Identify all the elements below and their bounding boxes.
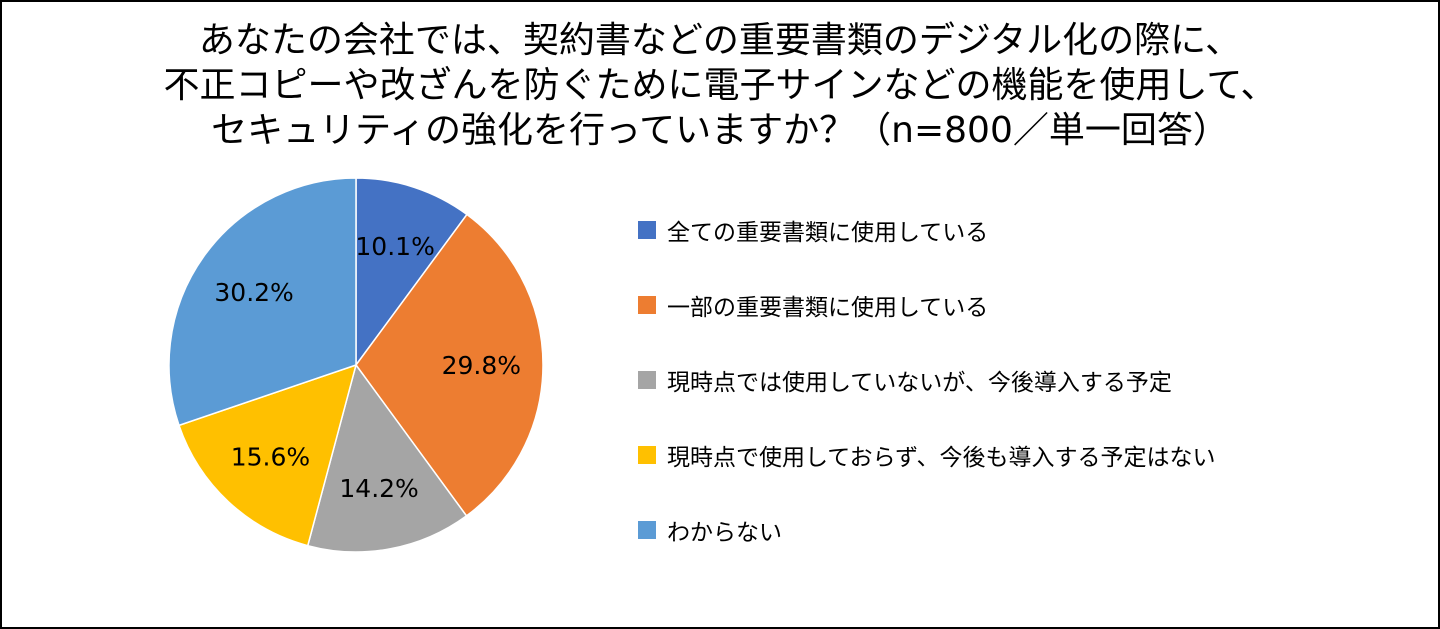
legend-label: わからない (667, 520, 782, 546)
legend-swatch (638, 371, 656, 389)
legend-swatch (638, 296, 656, 314)
title-line-3: セキュリティの強化を行っていますか？（n=800／単一回答） (211, 110, 1229, 151)
pie-slice-1 (355, 177, 469, 368)
legend-item-2: 一部の重要書類に使用している (638, 287, 1216, 323)
legend-label: 現時点で使用しておらず、今後も導入する予定はない (667, 445, 1216, 471)
data-label-2: 29.8% (442, 351, 521, 380)
legend: 全ての重要書類に使用している 一部の重要書類に使用している現時点では使用していない… (638, 212, 1216, 587)
pie-slice-5 (168, 177, 357, 427)
data-label-5: 30.2% (214, 278, 293, 307)
legend-swatch (638, 221, 656, 239)
data-label-1: 10.1% (355, 232, 434, 261)
title-line-2: 不正コピーや改ざんを防ぐために電子サインなどの機能を使用して、 (163, 65, 1277, 106)
legend-swatch (638, 446, 656, 464)
pie-slice-2 (355, 213, 544, 517)
legend-label: 全ての重要書類に使用している (667, 220, 989, 246)
legend-item-4: 現時点で使用しておらず、今後も導入する予定はない (638, 437, 1216, 473)
data-label-4: 15.6% (231, 443, 310, 472)
pie-slice-3 (306, 363, 468, 553)
legend-item-1: 全ての重要書類に使用している (638, 212, 1216, 248)
chart-title: あなたの会社では、契約書などの重要書類のデジタル化の際に、 不正コピーや改ざんを… (2, 18, 1438, 153)
legend-label: 現時点では使用していないが、今後導入する予定 (667, 370, 1172, 396)
legend-swatch (638, 521, 656, 539)
legend-item-5: わからない (638, 512, 1216, 548)
legend-item-3: 現時点では使用していないが、今後導入する予定 (638, 362, 1216, 398)
title-line-1: あなたの会社では、契約書などの重要書類のデジタル化の際に、 (198, 20, 1242, 61)
pie-slice-4 (178, 363, 358, 547)
legend-label: 一部の重要書類に使用している (667, 295, 989, 321)
data-label-3: 14.2% (339, 474, 418, 503)
